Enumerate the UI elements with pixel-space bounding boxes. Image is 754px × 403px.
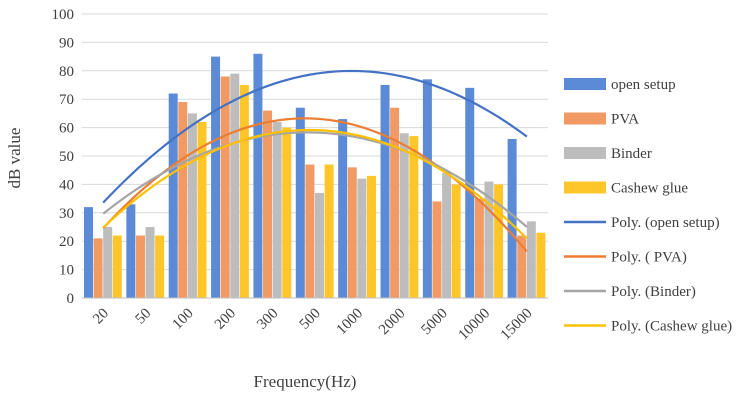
y-tick-label: 60 <box>59 121 74 137</box>
bar <box>263 110 273 298</box>
x-tick-label: 2000 <box>376 306 409 339</box>
bar <box>484 181 494 298</box>
bar <box>357 178 367 298</box>
bar <box>155 235 165 298</box>
bar <box>517 235 527 298</box>
bar <box>282 127 292 298</box>
trendlines <box>102 69 528 253</box>
y-tick-label: 90 <box>59 35 74 51</box>
legend-label: Poly. (open setup) <box>611 215 720 231</box>
bar <box>474 198 484 298</box>
legend: open setup PVA Binder Cashew glue Poly. (op… <box>564 77 732 335</box>
bar <box>451 184 461 298</box>
bar <box>526 221 536 298</box>
bar <box>178 102 188 298</box>
bar <box>409 136 419 298</box>
legend-label: Poly. ( PVA) <box>611 250 687 266</box>
bar <box>507 138 517 298</box>
bar <box>399 133 409 298</box>
x-tick-label: 10000 <box>455 306 493 344</box>
bar <box>83 207 93 298</box>
bar <box>239 85 249 298</box>
bar <box>211 56 221 298</box>
x-tick-label: 15000 <box>498 306 536 344</box>
x-tick-label: 500 <box>297 306 324 333</box>
y-tick-label: 30 <box>59 206 74 222</box>
legend-label: Poly. (Cashew glue) <box>611 319 732 335</box>
y-tick-label: 80 <box>59 64 74 80</box>
y-tick-label: 40 <box>59 177 74 193</box>
bar <box>380 85 390 298</box>
bar <box>112 235 122 298</box>
bar <box>536 232 546 298</box>
y-tick-label: 70 <box>59 92 74 108</box>
y-tick-label: 20 <box>59 234 74 250</box>
x-tick-label: 200 <box>212 306 239 333</box>
bar <box>305 164 315 298</box>
bar <box>366 175 376 298</box>
x-tick-label: 20 <box>90 306 112 328</box>
legend-label: PVA <box>611 112 639 128</box>
bar <box>230 73 240 298</box>
legend-label: Cashew glue <box>611 181 688 197</box>
trendline <box>102 128 528 240</box>
bar <box>324 164 334 298</box>
bar <box>126 204 136 298</box>
x-tick-label: 300 <box>254 306 281 333</box>
x-tick-label: 50 <box>132 306 154 328</box>
y-tick-label: 100 <box>52 7 75 23</box>
trendline <box>102 131 528 228</box>
bar <box>103 227 113 298</box>
bar <box>93 238 103 298</box>
bars <box>83 53 546 299</box>
y-tick-label: 0 <box>67 291 75 307</box>
bar <box>494 184 504 298</box>
bar <box>168 93 178 299</box>
bar <box>338 119 348 298</box>
bar <box>197 121 207 298</box>
y-tick-label: 50 <box>59 149 74 165</box>
bar <box>253 53 263 299</box>
bar <box>295 107 305 298</box>
legend-swatch <box>564 181 606 194</box>
legend-swatch <box>564 147 606 159</box>
bar <box>315 192 324 298</box>
x-tick-label: 100 <box>170 306 197 333</box>
bar <box>347 167 357 298</box>
bar <box>135 235 145 298</box>
x-tick-label: 5000 <box>418 306 451 339</box>
bar <box>220 76 230 298</box>
bar <box>145 227 155 298</box>
bar <box>422 79 432 298</box>
y-axis-title: dB value <box>5 128 24 189</box>
bar <box>187 113 197 299</box>
legend-swatch <box>564 78 606 90</box>
bar <box>272 121 282 298</box>
y-tick-label: 10 <box>59 263 74 279</box>
legend-swatch <box>564 112 606 125</box>
x-axis-title: Frequency(Hz) <box>254 372 357 391</box>
bar <box>390 107 400 298</box>
legend-label: open setup <box>611 77 676 93</box>
trendline <box>102 69 528 204</box>
bar <box>442 173 452 298</box>
bar <box>432 201 442 298</box>
legend-label: Poly. (Binder) <box>611 284 696 300</box>
x-tick-label: 1000 <box>334 306 367 339</box>
legend-label: Binder <box>611 146 652 162</box>
